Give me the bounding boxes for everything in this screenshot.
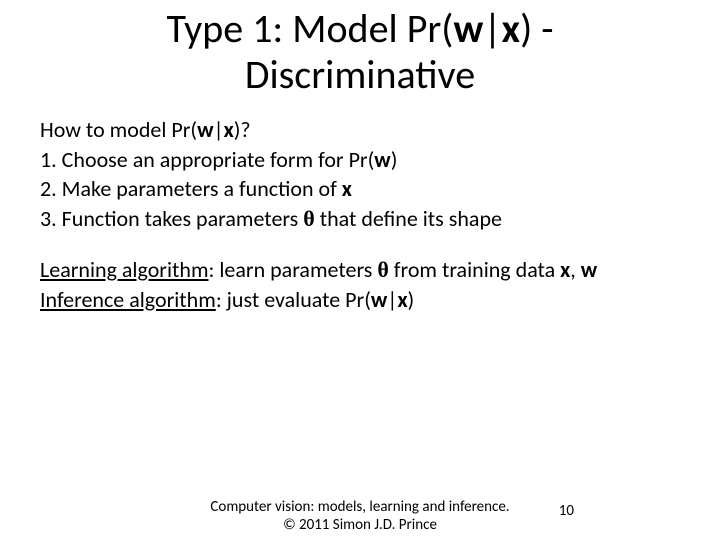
step-1: 1. Choose an appropriate form for Pr(w): [40, 146, 680, 174]
step2-x: x: [342, 175, 352, 202]
slide-title: Type 1: Model Pr(w|x) - Discriminative: [0, 0, 720, 98]
intro-w: w: [197, 116, 213, 143]
learning-w: w: [581, 256, 597, 283]
title-text-3: ) -: [520, 4, 553, 53]
footer-line2: © 2011 Simon J.D. Prince: [283, 516, 437, 534]
learning-theta: θ: [377, 257, 388, 282]
slide-body: How to model Pr(w|x)? 1. Choose an appro…: [0, 98, 720, 313]
intro-prefix: How to model Pr(: [40, 116, 197, 143]
learning-prefix: : learn parameters: [209, 256, 378, 283]
step3-prefix: 3. Function takes parameters: [40, 205, 303, 232]
step2-prefix: 2. Make parameters a function of: [40, 175, 342, 202]
intro-mid: |: [213, 116, 223, 143]
intro-line: How to model Pr(w|x)?: [40, 116, 680, 144]
learning-line: Learning algorithm: learn parameters θ f…: [40, 256, 680, 284]
inference-mid: |: [387, 286, 397, 313]
intro-x: x: [224, 116, 234, 143]
title-line2: Discriminative: [245, 50, 475, 99]
step3-theta: θ: [303, 206, 314, 231]
footer-line1: Computer vision: models, learning and in…: [210, 498, 509, 516]
title-text-1: Type 1: Model Pr(: [167, 4, 454, 53]
title-x: x: [502, 4, 520, 53]
inference-label: Inference algorithm: [40, 286, 216, 313]
inference-x: x: [397, 286, 407, 313]
slide: Type 1: Model Pr(w|x) - Discriminative H…: [0, 0, 720, 540]
inference-prefix: : just evaluate Pr(: [216, 286, 371, 313]
learning-comma: ,: [570, 256, 580, 283]
inference-w: w: [371, 286, 387, 313]
slide-footer: Computer vision: models, learning and in…: [0, 498, 720, 534]
title-w: w: [453, 4, 483, 53]
title-text-2: |: [483, 4, 501, 53]
step-2: 2. Make parameters a function of x: [40, 175, 680, 203]
step1-prefix: 1. Choose an appropriate form for Pr(: [40, 146, 374, 173]
algorithms-block: Learning algorithm: learn parameters θ f…: [40, 256, 680, 313]
step1-w: w: [374, 146, 390, 173]
step-3: 3. Function takes parameters θ that defi…: [40, 205, 680, 233]
learning-mid: from training data: [389, 256, 560, 283]
learning-x: x: [560, 256, 570, 283]
intro-suffix: )?: [234, 116, 251, 143]
inference-line: Inference algorithm: just evaluate Pr(w|…: [40, 286, 680, 314]
step1-suffix: ): [391, 146, 398, 173]
learning-label: Learning algorithm: [40, 256, 209, 283]
inference-suffix: ): [408, 286, 415, 313]
step3-suffix: that define its shape: [315, 205, 502, 232]
